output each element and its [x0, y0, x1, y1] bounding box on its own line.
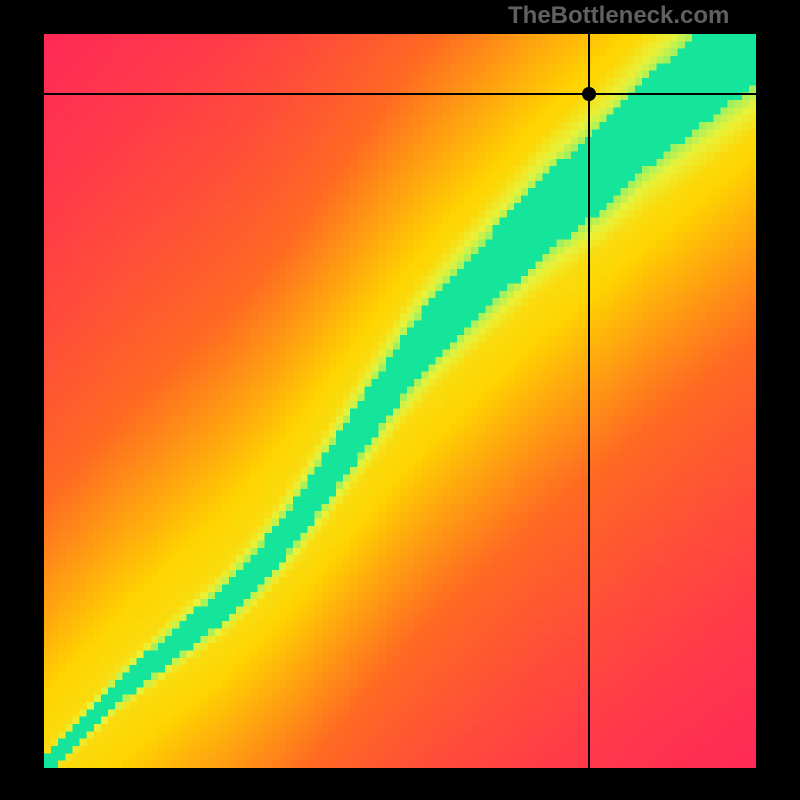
crosshair-horizontal: [44, 93, 756, 95]
watermark-text: TheBottleneck.com: [508, 2, 729, 30]
crosshair-vertical: [588, 34, 590, 768]
bottleneck-heatmap: [44, 34, 756, 768]
data-point-marker: [582, 87, 596, 101]
